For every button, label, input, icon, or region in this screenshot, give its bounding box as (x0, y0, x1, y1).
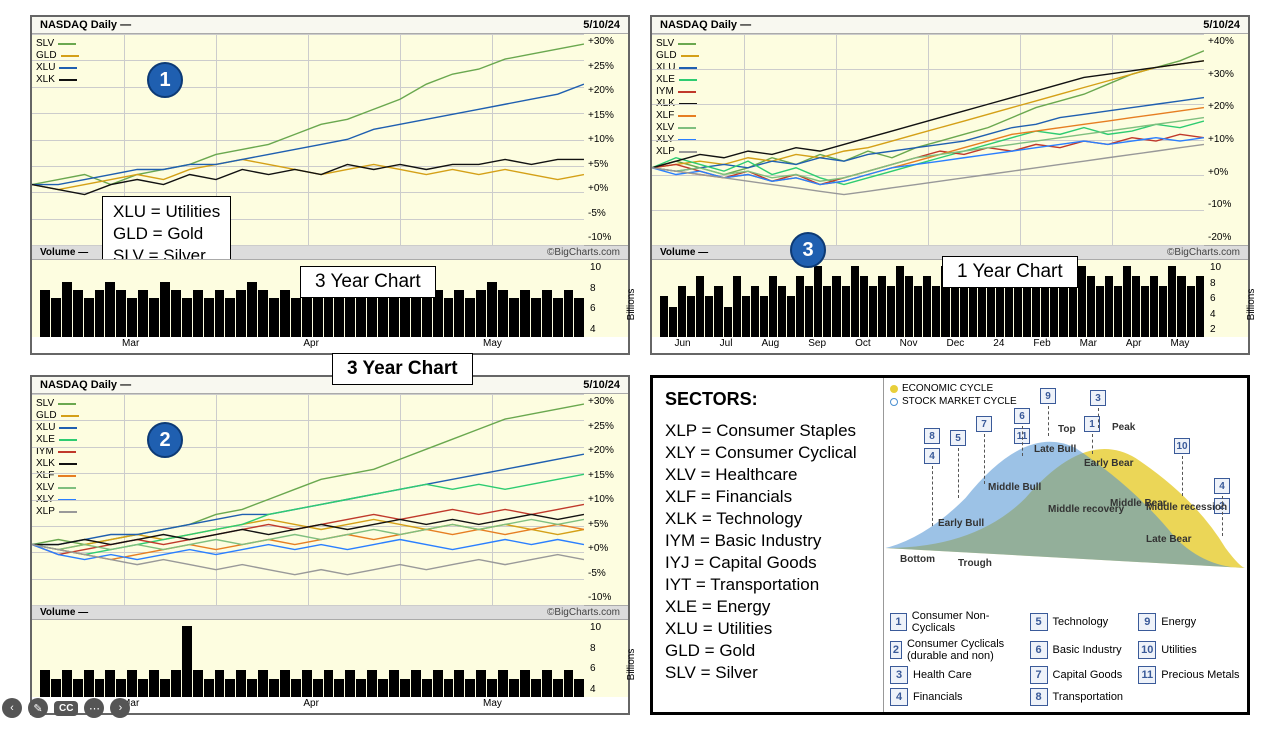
sectors-panel: SECTORS: XLP = Consumer StaplesXLY = Con… (650, 375, 1250, 715)
cycle-legend: ECONOMIC CYCLE STOCK MARKET CYCLE (890, 382, 1017, 408)
badge-1: 1 (147, 62, 183, 98)
chart1-period: 3 Year Chart (300, 266, 436, 298)
chart-header: NASDAQ Daily — 5/10/24 (32, 17, 628, 34)
chart1-body: SLVGLDXLUXLK +30%+25%+20%+15%+10%+5%+0%-… (32, 34, 628, 246)
chart2-volume: 10864 Billions (32, 619, 628, 697)
pen-button[interactable]: ✎ (28, 698, 48, 718)
chart1-xaxis: MarAprMay (32, 337, 628, 353)
chart3-body: SLVGLDXLUXLEIYMXLKXLFXLVXLYXLP +40%+30%+… (652, 34, 1248, 246)
chart1-yaxis: +30%+25%+20%+15%+10%+5%+0%-5%-10% (584, 34, 626, 245)
chart3-yaxis: +40%+30%+20%+10%+0%-10%-20% (1204, 34, 1246, 245)
badge-2: 2 (147, 422, 183, 458)
sector-number-grid: 1Consumer Non-Cyclicals5Technology9Energ… (884, 606, 1247, 712)
chart3-volume: 108642 Billions 1 Year Chart (652, 259, 1248, 337)
chart2-yaxis: +30%+25%+20%+15%+10%+5%+0%-5%-10% (584, 394, 626, 605)
sectors-list: SECTORS: XLP = Consumer StaplesXLY = Con… (653, 378, 883, 712)
chart2-period: 3 Year Chart (332, 353, 473, 385)
chart3-period: 1 Year Chart (942, 256, 1078, 288)
chart3-xaxis: JunJulAugSepOctNovDec24FebMarAprMay (652, 337, 1248, 353)
next-button[interactable]: › (110, 698, 130, 718)
cycle-curves (884, 378, 1247, 578)
chart-date: 5/10/24 (583, 19, 620, 31)
sectors-heading: SECTORS: (665, 388, 875, 410)
chart2-vol-header: Volume — ©BigCharts.com 3 Year Chart (32, 606, 628, 619)
chart-panel-3: NASDAQ Daily — 5/10/24 SLVGLDXLUXLEIYMXL… (650, 15, 1250, 355)
chart-panel-1: NASDAQ Daily — 5/10/24 SLVGLDXLUXLK +30%… (30, 15, 630, 355)
chart-header: NASDAQ Daily — 5/10/24 (32, 377, 628, 394)
prev-button[interactable]: ‹ (2, 698, 22, 718)
badge-3-overlay: 3 (790, 232, 826, 268)
chart-title: NASDAQ Daily (40, 19, 117, 31)
chart-header: NASDAQ Daily — 5/10/24 (652, 17, 1248, 34)
chart2-body: SLVGLDXLUXLEIYMXLKXLFXLVXLYXLP +30%+25%+… (32, 394, 628, 606)
menu-button[interactable]: ⋯ (84, 698, 104, 718)
cycle-diagram: ECONOMIC CYCLE STOCK MARKET CYCLE 845761… (883, 378, 1247, 712)
chart-panel-2: NASDAQ Daily — 5/10/24 SLVGLDXLUXLEIYMXL… (30, 375, 630, 715)
copyright: ©BigCharts.com (547, 247, 620, 258)
slideshow-nav: ‹ ✎ CC ⋯ › (2, 698, 130, 718)
cc-button[interactable]: CC (54, 701, 78, 716)
chart1-volume: 10864 Billions 3 Year Chart (32, 259, 628, 337)
